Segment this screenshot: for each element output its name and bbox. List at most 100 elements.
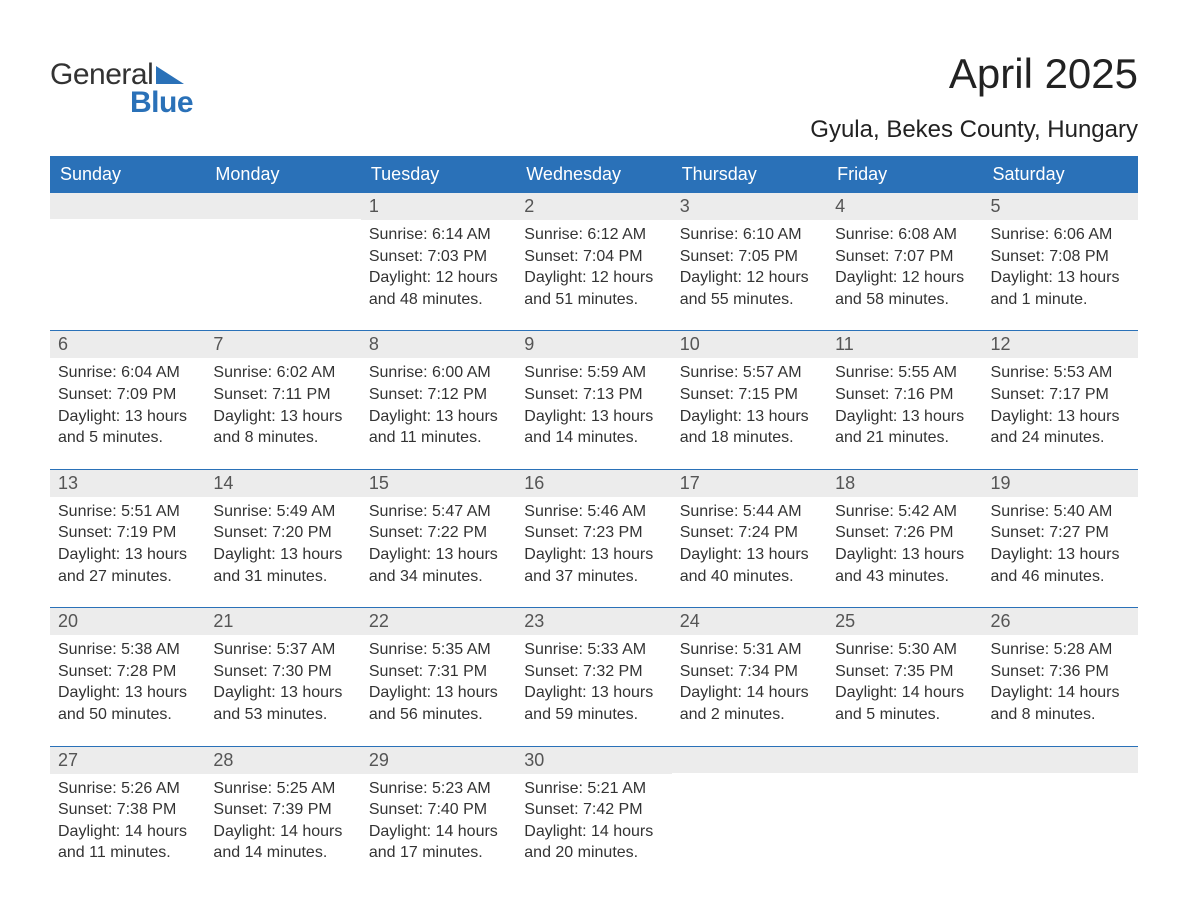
sunset-line: Sunset: 7:24 PM (680, 522, 819, 544)
day-number: 23 (516, 608, 671, 635)
sunset-line: Sunset: 7:12 PM (369, 384, 508, 406)
sunrise-line: Sunrise: 5:30 AM (835, 639, 974, 661)
sunrise-line: Sunrise: 5:46 AM (524, 501, 663, 523)
day-details: Sunrise: 5:55 AMSunset: 7:16 PMDaylight:… (827, 358, 982, 448)
calendar-day (672, 747, 827, 870)
day-number: 2 (516, 193, 671, 220)
sunrise-line: Sunrise: 5:33 AM (524, 639, 663, 661)
daylight-line: Daylight: 12 hours and 58 minutes. (835, 267, 974, 310)
day-number: 1 (361, 193, 516, 220)
daylight-line: Daylight: 13 hours and 11 minutes. (369, 406, 508, 449)
day-details: Sunrise: 5:47 AMSunset: 7:22 PMDaylight:… (361, 497, 516, 587)
logo-word-blue: Blue (130, 86, 193, 120)
sunset-line: Sunset: 7:42 PM (524, 799, 663, 821)
day-number (205, 193, 360, 219)
calendar-day: 18Sunrise: 5:42 AMSunset: 7:26 PMDayligh… (827, 470, 982, 593)
sunrise-line: Sunrise: 5:25 AM (213, 778, 352, 800)
calendar-day: 6Sunrise: 6:04 AMSunset: 7:09 PMDaylight… (50, 331, 205, 454)
day-number: 17 (672, 470, 827, 497)
day-details: Sunrise: 6:02 AMSunset: 7:11 PMDaylight:… (205, 358, 360, 448)
daylight-line: Daylight: 13 hours and 5 minutes. (58, 406, 197, 449)
day-details: Sunrise: 5:28 AMSunset: 7:36 PMDaylight:… (983, 635, 1138, 725)
sunrise-line: Sunrise: 6:02 AM (213, 362, 352, 384)
day-details (672, 773, 827, 777)
day-number: 3 (672, 193, 827, 220)
daylight-line: Daylight: 14 hours and 5 minutes. (835, 682, 974, 725)
calendar-week: 20Sunrise: 5:38 AMSunset: 7:28 PMDayligh… (50, 607, 1138, 731)
sunset-line: Sunset: 7:16 PM (835, 384, 974, 406)
day-number (672, 747, 827, 773)
daylight-line: Daylight: 14 hours and 14 minutes. (213, 821, 352, 864)
daylight-line: Daylight: 13 hours and 1 minute. (991, 267, 1130, 310)
day-details: Sunrise: 5:42 AMSunset: 7:26 PMDaylight:… (827, 497, 982, 587)
sunset-line: Sunset: 7:15 PM (680, 384, 819, 406)
day-of-week-label: Friday (827, 156, 982, 193)
day-number: 14 (205, 470, 360, 497)
calendar-day: 9Sunrise: 5:59 AMSunset: 7:13 PMDaylight… (516, 331, 671, 454)
sunset-line: Sunset: 7:17 PM (991, 384, 1130, 406)
sunset-line: Sunset: 7:23 PM (524, 522, 663, 544)
sunrise-line: Sunrise: 5:23 AM (369, 778, 508, 800)
daylight-line: Daylight: 12 hours and 55 minutes. (680, 267, 819, 310)
sunrise-line: Sunrise: 6:12 AM (524, 224, 663, 246)
day-details: Sunrise: 6:08 AMSunset: 7:07 PMDaylight:… (827, 220, 982, 310)
day-details: Sunrise: 5:40 AMSunset: 7:27 PMDaylight:… (983, 497, 1138, 587)
calendar-day: 21Sunrise: 5:37 AMSunset: 7:30 PMDayligh… (205, 608, 360, 731)
calendar-day: 30Sunrise: 5:21 AMSunset: 7:42 PMDayligh… (516, 747, 671, 870)
day-details: Sunrise: 6:06 AMSunset: 7:08 PMDaylight:… (983, 220, 1138, 310)
day-details: Sunrise: 5:33 AMSunset: 7:32 PMDaylight:… (516, 635, 671, 725)
sunrise-line: Sunrise: 5:44 AM (680, 501, 819, 523)
sunrise-line: Sunrise: 5:28 AM (991, 639, 1130, 661)
day-details: Sunrise: 5:26 AMSunset: 7:38 PMDaylight:… (50, 774, 205, 864)
day-details: Sunrise: 5:37 AMSunset: 7:30 PMDaylight:… (205, 635, 360, 725)
calendar-week: 27Sunrise: 5:26 AMSunset: 7:38 PMDayligh… (50, 746, 1138, 870)
sunset-line: Sunset: 7:09 PM (58, 384, 197, 406)
day-details (983, 773, 1138, 777)
calendar-day: 13Sunrise: 5:51 AMSunset: 7:19 PMDayligh… (50, 470, 205, 593)
daylight-line: Daylight: 12 hours and 51 minutes. (524, 267, 663, 310)
day-number: 29 (361, 747, 516, 774)
sunrise-line: Sunrise: 5:37 AM (213, 639, 352, 661)
sunrise-line: Sunrise: 5:51 AM (58, 501, 197, 523)
sunset-line: Sunset: 7:22 PM (369, 522, 508, 544)
sunrise-line: Sunrise: 5:42 AM (835, 501, 974, 523)
day-details: Sunrise: 5:57 AMSunset: 7:15 PMDaylight:… (672, 358, 827, 448)
sunset-line: Sunset: 7:05 PM (680, 246, 819, 268)
calendar-day: 15Sunrise: 5:47 AMSunset: 7:22 PMDayligh… (361, 470, 516, 593)
daylight-line: Daylight: 13 hours and 18 minutes. (680, 406, 819, 449)
calendar-week: 1Sunrise: 6:14 AMSunset: 7:03 PMDaylight… (50, 193, 1138, 316)
calendar-day: 19Sunrise: 5:40 AMSunset: 7:27 PMDayligh… (983, 470, 1138, 593)
location-subtitle: Gyula, Bekes County, Hungary (810, 116, 1138, 144)
calendar-day: 24Sunrise: 5:31 AMSunset: 7:34 PMDayligh… (672, 608, 827, 731)
calendar-day: 14Sunrise: 5:49 AMSunset: 7:20 PMDayligh… (205, 470, 360, 593)
calendar-day: 8Sunrise: 6:00 AMSunset: 7:12 PMDaylight… (361, 331, 516, 454)
day-of-week-label: Wednesday (516, 156, 671, 193)
daylight-line: Daylight: 13 hours and 21 minutes. (835, 406, 974, 449)
day-of-week-label: Saturday (983, 156, 1138, 193)
calendar-day: 5Sunrise: 6:06 AMSunset: 7:08 PMDaylight… (983, 193, 1138, 316)
calendar-day: 11Sunrise: 5:55 AMSunset: 7:16 PMDayligh… (827, 331, 982, 454)
sunrise-line: Sunrise: 6:08 AM (835, 224, 974, 246)
day-details: Sunrise: 5:44 AMSunset: 7:24 PMDaylight:… (672, 497, 827, 587)
day-details: Sunrise: 5:25 AMSunset: 7:39 PMDaylight:… (205, 774, 360, 864)
day-number: 21 (205, 608, 360, 635)
logo: General Blue (50, 50, 193, 120)
calendar-day: 4Sunrise: 6:08 AMSunset: 7:07 PMDaylight… (827, 193, 982, 316)
daylight-line: Daylight: 13 hours and 46 minutes. (991, 544, 1130, 587)
sunrise-line: Sunrise: 5:55 AM (835, 362, 974, 384)
day-number: 13 (50, 470, 205, 497)
calendar-day: 26Sunrise: 5:28 AMSunset: 7:36 PMDayligh… (983, 608, 1138, 731)
day-number: 7 (205, 331, 360, 358)
day-number: 26 (983, 608, 1138, 635)
sunrise-line: Sunrise: 5:38 AM (58, 639, 197, 661)
day-of-week-label: Thursday (672, 156, 827, 193)
day-number (50, 193, 205, 219)
day-number: 8 (361, 331, 516, 358)
sunrise-line: Sunrise: 5:35 AM (369, 639, 508, 661)
calendar-day: 7Sunrise: 6:02 AMSunset: 7:11 PMDaylight… (205, 331, 360, 454)
calendar: SundayMondayTuesdayWednesdayThursdayFrid… (50, 156, 1138, 870)
day-number: 28 (205, 747, 360, 774)
day-details (50, 219, 205, 223)
days-of-week-header: SundayMondayTuesdayWednesdayThursdayFrid… (50, 156, 1138, 193)
sunrise-line: Sunrise: 5:26 AM (58, 778, 197, 800)
